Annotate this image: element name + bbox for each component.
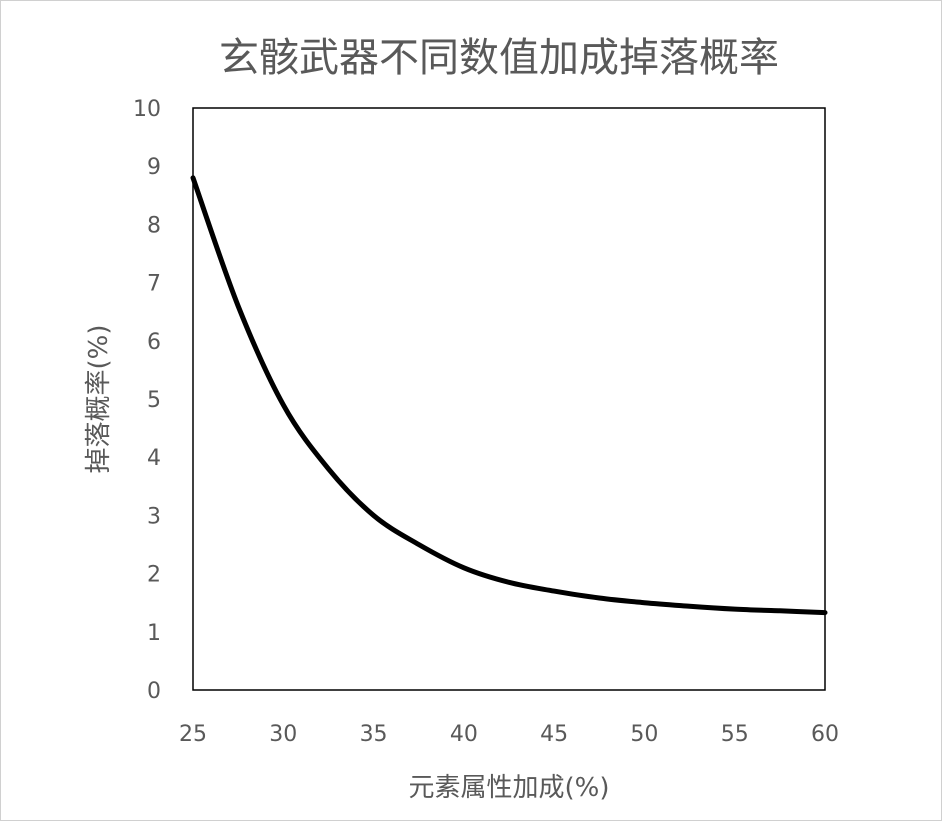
x-tick-label: 40 (450, 722, 478, 747)
y-tick-label: 10 (133, 97, 161, 122)
y-tick-label: 7 (147, 272, 161, 297)
series-line (190, 175, 828, 616)
y-axis-label: 掉落概率(%) (84, 325, 114, 474)
x-tick-label: 35 (360, 722, 388, 747)
y-tick-label: 6 (147, 330, 161, 355)
y-tick-label: 4 (147, 446, 161, 471)
chart-title: 玄骸武器不同数值加成掉落概率 (219, 35, 779, 81)
y-tick-label: 9 (147, 155, 161, 180)
y-tick-label: 2 (147, 563, 161, 588)
x-tick-label: 60 (811, 722, 839, 747)
x-tick-label: 30 (269, 722, 297, 747)
y-tick-label: 0 (147, 679, 161, 704)
y-tick-label: 5 (147, 388, 161, 413)
x-tick-label: 25 (179, 722, 207, 747)
x-axis-label: 元素属性加成(%) (409, 773, 610, 803)
x-tick-label: 55 (721, 722, 749, 747)
y-tick-label: 8 (147, 213, 161, 238)
x-tick-label: 50 (630, 722, 658, 747)
y-axis-ticks: 0 1 2 3 4 5 6 7 8 9 10 (133, 97, 161, 704)
y-tick-label: 3 (147, 504, 161, 529)
y-tick-label: 1 (147, 621, 161, 646)
x-tick-label: 45 (540, 722, 568, 747)
plot-area (192, 107, 826, 691)
x-axis-ticks: 25 30 35 40 45 50 55 60 (179, 722, 839, 747)
